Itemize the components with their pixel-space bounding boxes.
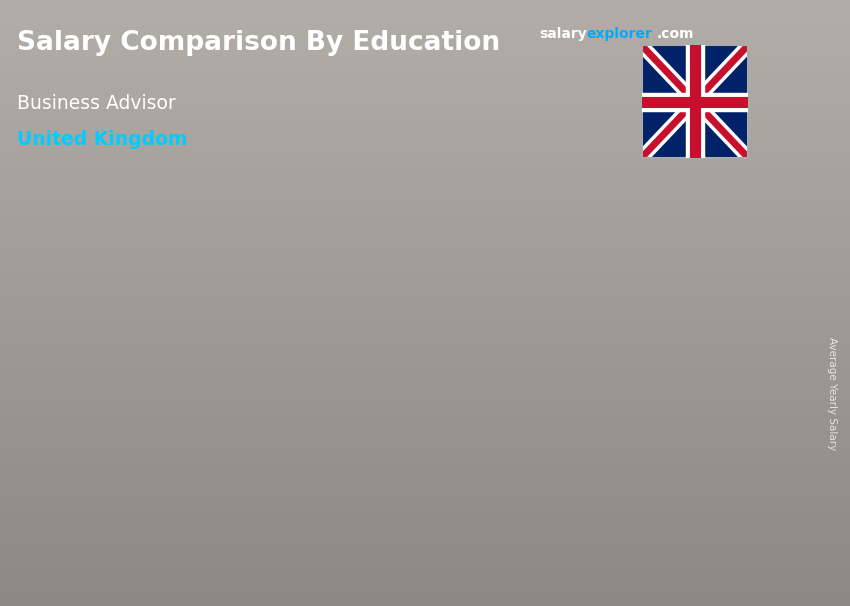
Text: +21%: +21%	[551, 177, 618, 197]
Text: Business Advisor: Business Advisor	[17, 94, 176, 113]
Text: Average Yearly Salary: Average Yearly Salary	[827, 338, 837, 450]
Text: 63,900 GBP: 63,900 GBP	[96, 347, 174, 360]
Bar	[445, 298, 537, 485]
Text: 125,000 GBP: 125,000 GBP	[630, 236, 716, 249]
Polygon shape	[537, 291, 547, 485]
Text: Salary Comparison By Education: Salary Comparison By Education	[17, 30, 500, 56]
Bar	[265, 352, 358, 485]
Text: 73,000 GBP: 73,000 GBP	[275, 330, 354, 344]
Polygon shape	[179, 362, 189, 485]
Text: +41%: +41%	[371, 217, 439, 237]
Text: 103,000 GBP: 103,000 GBP	[450, 276, 536, 289]
Text: .com: .com	[656, 27, 694, 41]
Bar	[623, 258, 717, 485]
Text: salary: salary	[540, 27, 587, 41]
Text: explorer: explorer	[586, 27, 653, 41]
Polygon shape	[623, 251, 726, 258]
Bar	[86, 368, 179, 485]
Polygon shape	[358, 345, 367, 485]
Polygon shape	[717, 251, 726, 485]
Text: United Kingdom: United Kingdom	[17, 130, 187, 149]
Text: +14%: +14%	[193, 271, 260, 291]
Polygon shape	[445, 291, 547, 298]
Polygon shape	[265, 345, 367, 352]
Polygon shape	[86, 362, 189, 368]
